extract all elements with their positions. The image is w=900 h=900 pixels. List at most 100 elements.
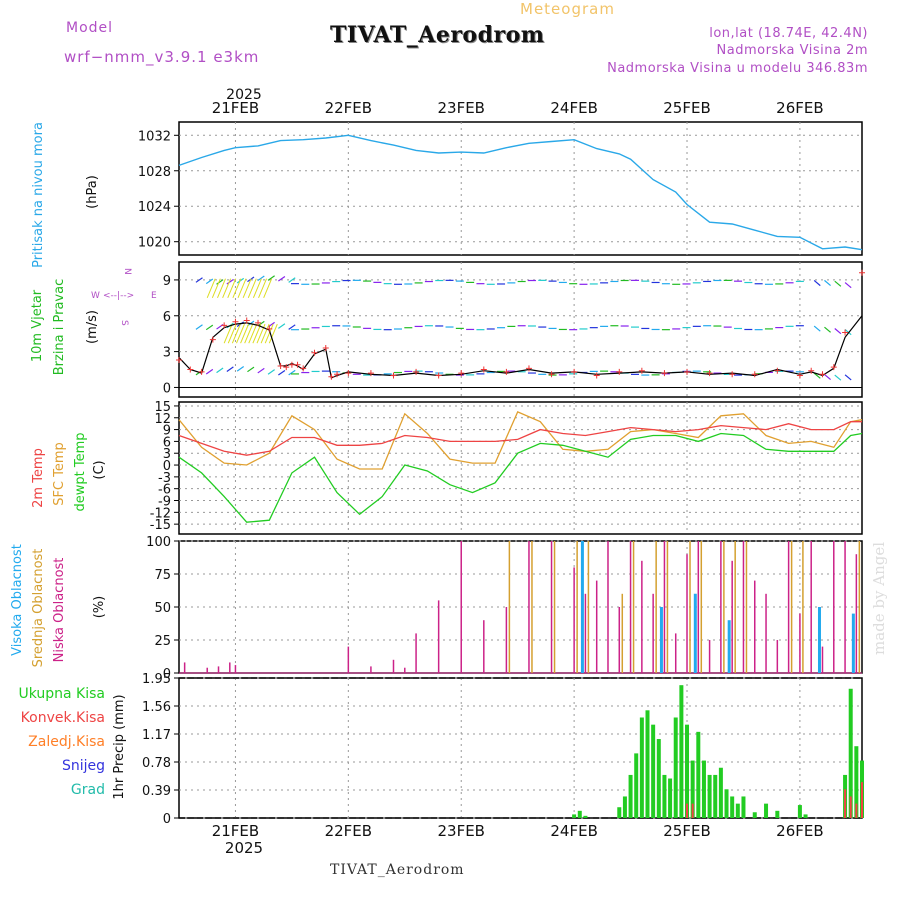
day-label-bottom: 22FEB	[325, 822, 372, 840]
precip-conv-bar	[691, 803, 694, 818]
wind-marker	[209, 336, 216, 343]
wind-marker	[243, 317, 250, 324]
compass-n: N	[122, 268, 132, 275]
compass-rose: W E N S <--|-->	[91, 268, 157, 326]
wind-hatch	[227, 278, 237, 299]
precip-bar	[572, 814, 577, 818]
panel-frame	[178, 261, 863, 398]
y-tick-label: 100	[146, 535, 171, 550]
wind-hatch	[260, 323, 270, 344]
wind-marker	[198, 368, 205, 375]
precip-bar	[803, 814, 808, 818]
wind-barb	[205, 368, 214, 375]
wind-hatch	[268, 323, 278, 344]
day-label-bottom: 25FEB	[663, 822, 710, 840]
temp2m-title: 2m Temp	[31, 448, 46, 508]
precip-legend: Ukupna Kisa Konvek.Kisa Zaledj.Kisa Snijeg G…	[18, 686, 105, 798]
precip-bar	[577, 810, 582, 818]
y-tick-label: -6	[158, 483, 171, 498]
precip-legend-item: Zaledj.Kisa	[28, 734, 105, 750]
wind-marker	[796, 372, 803, 379]
y-tick-label: 9	[163, 274, 171, 289]
y-tick-label: -9	[158, 495, 171, 510]
wind-hatch	[252, 278, 262, 299]
y-tick-label: 1.56	[142, 700, 171, 715]
precip-bar	[730, 796, 735, 818]
precip-bar	[634, 753, 639, 818]
wind-barb	[834, 328, 842, 335]
wind-hatch	[240, 323, 250, 344]
wind-barb	[824, 373, 831, 381]
wind-barb	[844, 282, 852, 289]
wind-barb	[278, 369, 286, 376]
precip-bar	[752, 812, 757, 818]
low-cloud-title: Niska Oblacnost	[52, 558, 67, 663]
panel-precip: 0 0.39 0.78 1.17 1.56 1.95	[142, 672, 864, 827]
precip-bar	[848, 688, 853, 818]
wind-hatch	[217, 278, 226, 299]
wind-hatch	[231, 323, 241, 344]
wind-barb	[824, 279, 831, 286]
wind-barb	[288, 277, 296, 283]
wind-hatch	[211, 278, 221, 299]
wind-marker	[255, 319, 262, 326]
wind-marker	[311, 349, 318, 356]
wind-marker	[300, 365, 307, 372]
wind-barb	[195, 277, 203, 283]
precip-bar	[668, 778, 673, 818]
precip-bar	[685, 724, 690, 818]
wind-marker	[774, 367, 781, 374]
precip-conv-bar	[861, 782, 863, 818]
y-tick-label: 75	[154, 568, 171, 583]
wind-marker	[283, 364, 290, 371]
y-tick-label: -15	[150, 518, 171, 533]
wind-barb	[216, 367, 224, 374]
wind-marker	[859, 269, 865, 276]
footer-station: TIVAT_Aerodrom	[330, 862, 465, 878]
panel-cloud: 0 25 50 75 100	[146, 535, 863, 682]
wind-barb	[834, 280, 842, 287]
precip-legend-item: Konvek.Kisa	[21, 710, 105, 726]
wind-marker	[706, 370, 713, 377]
wind-barb	[844, 374, 852, 381]
wind-hatch	[227, 323, 237, 344]
y-tick-label: 0.39	[142, 784, 171, 799]
y-tick-label: 6	[163, 435, 171, 450]
y-tick-label: 6	[163, 310, 171, 325]
precip-bar	[673, 717, 678, 818]
y-tick-label: 0.78	[142, 756, 171, 771]
wind-barb	[813, 372, 821, 379]
panel-wind: 0 3 6 9	[163, 261, 865, 398]
wind-marker	[328, 373, 335, 380]
compass-w: W	[91, 291, 100, 301]
y-tick-label: 15	[154, 400, 171, 415]
pressure-unit: (hPa)	[85, 175, 100, 209]
y-tick-label: 1028	[138, 165, 171, 180]
precip-bar	[679, 685, 684, 818]
wind-unit: (m/s)	[85, 310, 100, 344]
compass-e: E	[151, 291, 157, 301]
y-tick-label: 1.95	[142, 672, 171, 687]
wind-marker	[413, 368, 420, 375]
day-label-top: 25FEB	[663, 99, 710, 117]
wind-marker	[187, 366, 194, 373]
mid-cloud-title: Srednja Oblacnost	[31, 549, 46, 668]
meteogram-label: Meteogram	[520, 0, 615, 18]
precip-bar	[735, 803, 740, 818]
year-bottom-label: 2025	[225, 839, 263, 857]
wind-marker	[176, 356, 182, 363]
precip-bar	[724, 789, 729, 818]
y-tick-label: 25	[154, 634, 171, 649]
precip-conv-bar	[855, 803, 858, 818]
day-label-top: 24FEB	[550, 99, 597, 117]
y-tick-label: 0	[163, 459, 171, 474]
y-tick-label: 0	[163, 812, 171, 827]
year-top-label: 2025	[226, 87, 262, 103]
wind-hatch	[232, 278, 242, 299]
compass-s: S	[119, 320, 129, 326]
wind-barb	[236, 366, 245, 372]
wind-marker	[288, 361, 295, 368]
day-label-top: 22FEB	[325, 99, 372, 117]
